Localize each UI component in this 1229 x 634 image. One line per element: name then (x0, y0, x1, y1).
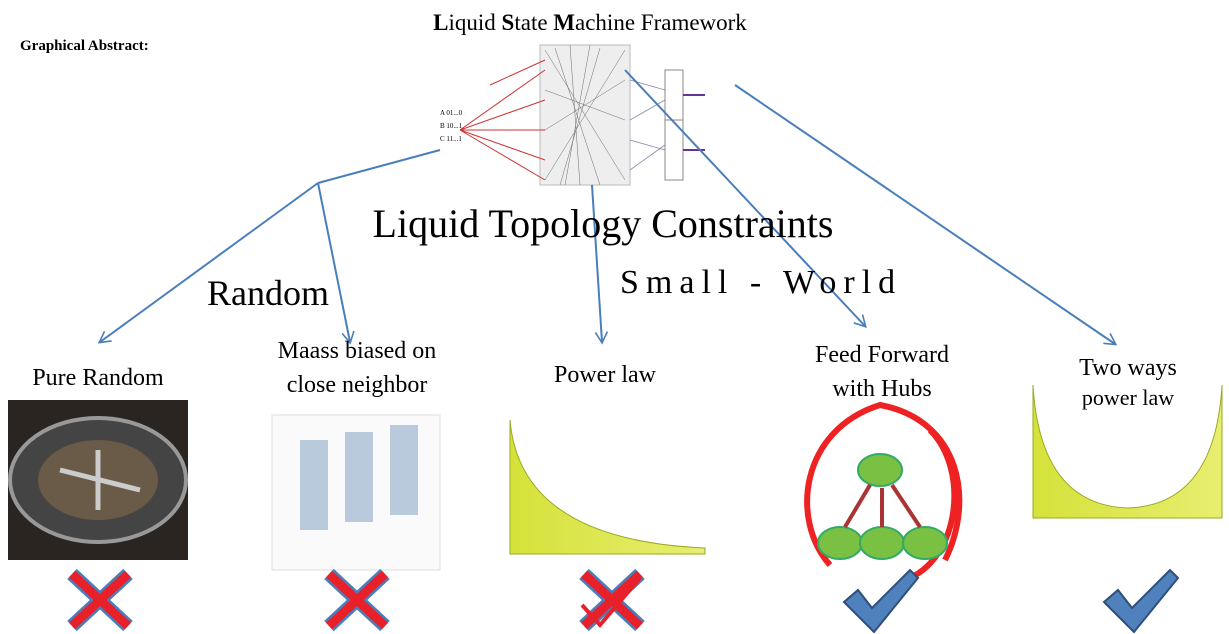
title-part: L (433, 10, 448, 35)
grid-image (271, 414, 441, 571)
group-label: Random (207, 273, 329, 313)
hub-graph-image (804, 401, 963, 583)
roulette-image (8, 400, 188, 560)
svg-text:A 01...0: A 01...0 (440, 109, 463, 117)
node-label: Power law (554, 362, 657, 388)
title-part: M (553, 10, 575, 35)
node-label: with Hubs (832, 376, 931, 402)
title-part: tate (514, 10, 553, 35)
title-part: iquid (449, 10, 502, 35)
abstract-label: Graphical Abstract: (20, 38, 149, 54)
two-way-image (1030, 380, 1225, 520)
title: Liquid State Machine Framework (433, 10, 747, 35)
arrows (97, 69, 1118, 346)
group-label: Small - World (620, 264, 902, 301)
check (1102, 568, 1180, 634)
node-label: close neighbor (287, 372, 428, 398)
node-label: Two ways (1079, 355, 1177, 381)
node-label: Maass biased on (278, 338, 437, 364)
network-figure: A 01...0 B 10...1 C 11...1 (440, 44, 705, 186)
title-part: achine Framework (575, 10, 747, 35)
cross (325, 570, 389, 630)
node-label: power law (1082, 385, 1174, 410)
title-part: S (502, 10, 515, 35)
check (842, 568, 920, 634)
constraints-heading: Liquid Topology Constraints (373, 201, 834, 246)
svg-text:C 11...1: C 11...1 (440, 135, 462, 143)
cross (68, 570, 132, 630)
svg-text:B 10...1: B 10...1 (440, 122, 463, 130)
power-law-image (505, 418, 706, 555)
node-label: Feed Forward (815, 342, 949, 368)
node-label: Pure Random (32, 365, 164, 391)
check-stroke (580, 576, 642, 629)
